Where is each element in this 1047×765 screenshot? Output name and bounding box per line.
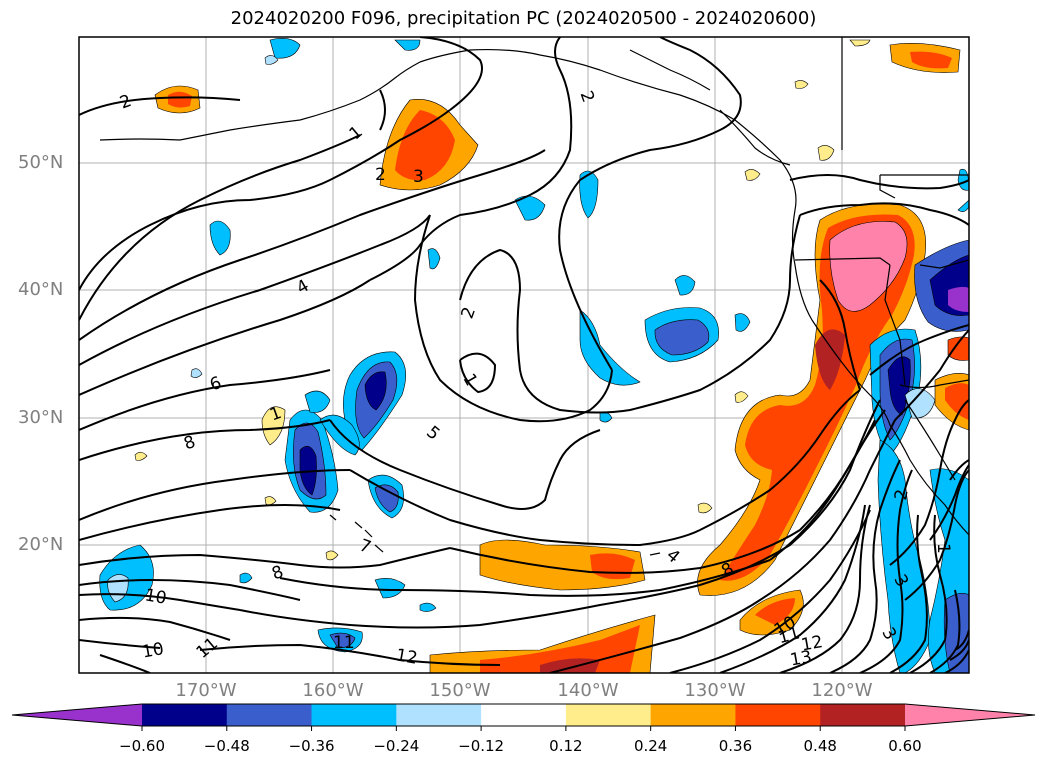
contour-label: 2 bbox=[891, 488, 913, 502]
contour-label: 10 bbox=[143, 585, 168, 608]
contour-label: 12 bbox=[394, 645, 419, 668]
negative-precip-fills bbox=[99, 38, 969, 673]
colorbar-tick-label: −0.24 bbox=[373, 737, 420, 755]
colorbar-extend-min bbox=[12, 704, 142, 726]
colorbar-segment bbox=[481, 704, 567, 726]
colorbar-tick-label: −0.36 bbox=[288, 737, 335, 755]
lat-tick-label: 40°N bbox=[18, 279, 64, 300]
lat-tick-label: 30°N bbox=[18, 407, 64, 428]
lon-tick-label: 160°W bbox=[302, 680, 364, 701]
colorbar-segment bbox=[650, 704, 736, 726]
colorbar-tick-label: 0.48 bbox=[803, 737, 837, 755]
positive-precip-fills bbox=[134, 39, 969, 673]
contour-label: 13 bbox=[789, 647, 814, 670]
colorbar-tick-label: 0.36 bbox=[718, 737, 753, 755]
lon-tick-label: 130°W bbox=[684, 680, 746, 701]
map-title: 2024020200 F096, precipitation PC (20240… bbox=[230, 8, 817, 29]
contour-label: 2 bbox=[375, 165, 386, 185]
colorbar-tick-label: 0.24 bbox=[633, 737, 668, 755]
colorbar-tick-label: −0.12 bbox=[458, 737, 505, 755]
contour-label: 11 bbox=[333, 633, 355, 653]
map-frame bbox=[78, 36, 970, 674]
colorbar-tick-label: 0.12 bbox=[549, 737, 583, 755]
lon-tick-label: 120°W bbox=[811, 680, 873, 701]
lon-tick-label: 150°W bbox=[429, 680, 491, 701]
colorbar-segments bbox=[11, 703, 1036, 727]
colorbar-segment bbox=[735, 704, 821, 726]
coastlines bbox=[99, 37, 969, 556]
colorbar-tick-label: 0.60 bbox=[888, 737, 922, 755]
colorbar-segment bbox=[311, 704, 397, 726]
contour-label: 10 bbox=[141, 639, 166, 662]
contour-labels: 2 1 2 3 2 4 6 2 1 8 5 7 8 10 10 11 11 12… bbox=[117, 88, 953, 670]
contour-lines bbox=[79, 37, 969, 673]
contour-label: 12 bbox=[800, 632, 825, 655]
contour-label: 3 bbox=[413, 167, 424, 187]
contour-label: 1 bbox=[933, 543, 953, 554]
colorbar-segment bbox=[226, 704, 313, 726]
lon-tick-label: 170°W bbox=[175, 680, 237, 701]
lon-tick-label: 140°W bbox=[557, 680, 619, 701]
colorbar-segment bbox=[396, 704, 482, 726]
colorbar-segment bbox=[565, 704, 652, 726]
colorbar-segment bbox=[142, 704, 228, 726]
lat-tick-label: 50°N bbox=[18, 152, 64, 173]
colorbar-tick-label: −0.60 bbox=[119, 737, 165, 755]
colorbar-tick-label: −0.48 bbox=[203, 737, 250, 755]
lat-tick-label: 20°N bbox=[18, 534, 64, 555]
colorbar-segment bbox=[820, 704, 906, 726]
colorbar-extend-max bbox=[905, 704, 1035, 726]
